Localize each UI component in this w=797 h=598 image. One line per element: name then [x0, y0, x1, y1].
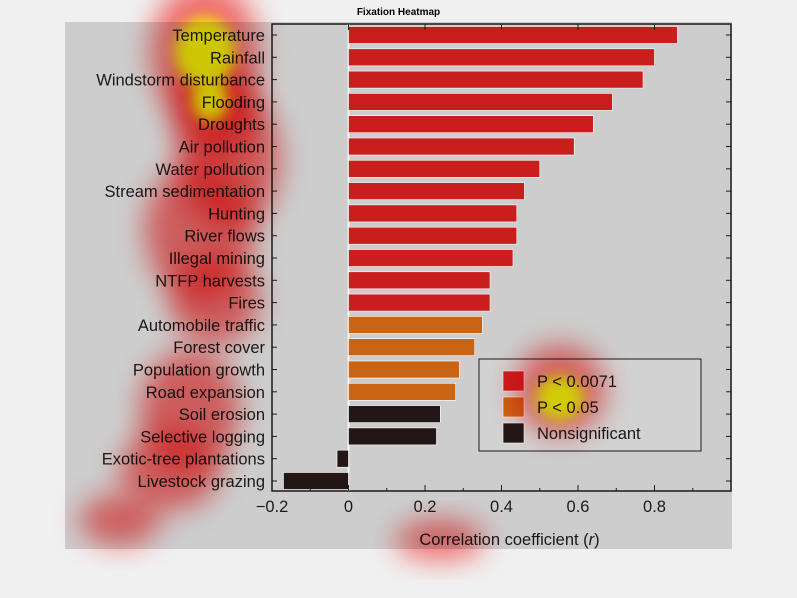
x-tick-label: 0	[344, 498, 353, 516]
heat-spot-yellow	[175, 17, 235, 87]
bar	[348, 249, 514, 267]
bar	[348, 293, 491, 312]
bar	[348, 48, 655, 67]
heat-spot-yellow	[192, 78, 228, 122]
heat-spot-yellow	[536, 376, 584, 420]
bar	[348, 338, 476, 357]
bar	[348, 160, 541, 178]
bar	[348, 360, 460, 379]
bar	[348, 70, 644, 89]
x-tick-label: 0.2	[414, 498, 437, 516]
bar	[348, 382, 456, 401]
x-tick-label: 0.4	[490, 498, 513, 516]
bar	[348, 182, 525, 200]
heat-spot-red	[120, 430, 220, 510]
bar	[348, 204, 518, 223]
fixation-heat-layer	[80, 0, 605, 560]
heat-spot-red	[80, 495, 160, 545]
x-tick-label: 0.6	[567, 498, 590, 516]
bar	[348, 137, 575, 156]
heat-spot-red	[395, 520, 485, 560]
bar	[283, 472, 349, 490]
bar	[348, 115, 594, 133]
bar	[348, 427, 437, 446]
bar	[348, 93, 613, 111]
heat-spot-red	[170, 255, 260, 345]
heatmap-title: Fixation Heatmap	[356, 7, 441, 18]
bar	[336, 449, 349, 468]
x-tick-label: 0.8	[643, 498, 666, 516]
legend-swatch	[502, 422, 525, 444]
bar	[348, 26, 678, 44]
bar	[348, 405, 441, 423]
x-tick-label: −0.2	[256, 498, 289, 516]
bar	[348, 226, 518, 245]
bar	[348, 316, 483, 334]
plot-area: TemperatureRainfallWindstorm disturbance…	[96, 23, 732, 549]
bar	[348, 271, 491, 290]
